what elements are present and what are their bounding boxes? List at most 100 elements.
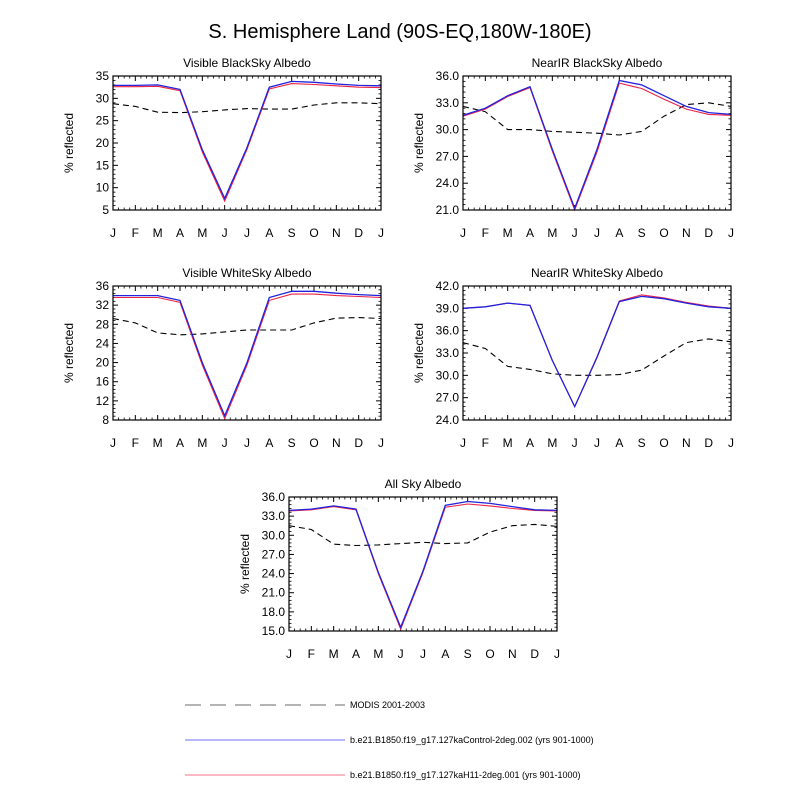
y-tick-label: 39.0 — [436, 301, 460, 315]
x-tick-label: D — [354, 226, 363, 240]
x-tick-label: A — [526, 436, 534, 450]
y-tick-label: 21.0 — [262, 586, 286, 600]
x-tick-label: N — [682, 226, 691, 240]
y-tick-label: 33.0 — [436, 96, 460, 110]
y-tick-label: 20 — [96, 356, 110, 370]
y-axis-label: % reflected — [62, 113, 76, 173]
x-tick-label: J — [420, 647, 426, 661]
y-tick-label: 16 — [96, 375, 110, 389]
x-tick-label: O — [309, 436, 318, 450]
series-line-h11 — [113, 83, 382, 203]
x-tick-label: A — [176, 436, 184, 450]
legend-label: MODIS 2001-2003 — [350, 700, 425, 710]
y-tick-label: 27.0 — [436, 391, 460, 405]
x-tick-label: N — [508, 647, 517, 661]
x-tick-label: F — [132, 436, 139, 450]
y-tick-label: 10 — [96, 181, 110, 195]
y-tick-label: 27.0 — [436, 149, 460, 163]
x-tick-label: J — [244, 226, 250, 240]
x-tick-label: M — [153, 226, 163, 240]
x-tick-label: M — [547, 436, 557, 450]
y-tick-label: 42.0 — [436, 279, 460, 293]
x-tick-label: S — [638, 436, 646, 450]
y-tick-label: 12 — [96, 394, 110, 408]
x-tick-label: J — [222, 436, 228, 450]
y-tick-label: 24.0 — [262, 567, 286, 581]
panel-title: Visible BlackSky Albedo — [183, 56, 311, 70]
y-tick-label: 21.0 — [436, 203, 460, 217]
legend-label: b.e21.B1850.f19_g17.127kaControl-2deg.00… — [350, 735, 594, 745]
x-tick-label: J — [728, 436, 734, 450]
x-tick-label: M — [547, 226, 557, 240]
chart-panel: All Sky Albedo % reflected 15.0 18.0 21.0 24.… — [238, 477, 560, 661]
series-line-h11 — [113, 293, 382, 421]
x-tick-label: S — [464, 647, 472, 661]
y-tick-label: 28 — [96, 317, 110, 331]
y-tick-label: 33.0 — [436, 346, 460, 360]
x-tick-label: M — [503, 436, 513, 450]
x-tick-label: S — [638, 226, 646, 240]
y-tick-label: 15.0 — [262, 624, 286, 638]
y-tick-label: 24.0 — [436, 413, 460, 427]
y-tick-label: 36.0 — [262, 490, 286, 504]
x-tick-label: J — [554, 647, 560, 661]
x-tick-label: A — [352, 647, 360, 661]
y-tick-label: 30 — [96, 91, 110, 105]
series-line-modis — [462, 338, 732, 376]
x-tick-label: M — [153, 436, 163, 450]
chart-panels: Visible BlackSky Albedo % reflected 5 10 15 2… — [62, 56, 734, 661]
x-tick-label: J — [572, 436, 578, 450]
x-tick-label: J — [244, 436, 250, 450]
x-tick-label: J — [594, 226, 600, 240]
y-tick-label: 18.0 — [262, 605, 286, 619]
panel-title: NearIR BlackSky Albedo — [532, 56, 663, 70]
y-tick-label: 27.0 — [262, 547, 286, 561]
y-tick-label: 36.0 — [436, 69, 460, 83]
legend-label: b.e21.B1850.f19_g17.127kaH11-2deg.001 (y… — [350, 770, 581, 780]
x-tick-label: A — [441, 647, 449, 661]
chart-panel: NearIR WhiteSky Albedo % reflected 24.0 27.… — [412, 266, 734, 450]
x-tick-label: J — [460, 436, 466, 450]
x-tick-label: J — [286, 647, 292, 661]
x-tick-label: F — [482, 436, 489, 450]
x-tick-label: J — [222, 226, 228, 240]
x-tick-label: M — [329, 647, 339, 661]
x-tick-label: M — [197, 436, 207, 450]
panel-title: NearIR WhiteSky Albedo — [531, 266, 663, 280]
legend-item: MODIS 2001-2003 — [185, 700, 425, 710]
series-line-modis — [462, 102, 732, 136]
x-tick-label: F — [132, 226, 139, 240]
x-tick-label: M — [197, 226, 207, 240]
plot-frame — [288, 496, 558, 632]
plot-frame — [112, 75, 382, 211]
x-tick-label: N — [332, 436, 341, 450]
y-axis-label: % reflected — [62, 323, 76, 383]
x-tick-label: J — [398, 647, 404, 661]
y-axis-label: % reflected — [412, 323, 426, 383]
x-tick-label: A — [526, 226, 534, 240]
x-tick-label: D — [530, 647, 539, 661]
x-tick-label: N — [682, 436, 691, 450]
x-tick-label: O — [309, 226, 318, 240]
series-line-modis — [288, 523, 558, 547]
series-line-control — [113, 80, 382, 200]
series-line-modis — [112, 102, 382, 114]
x-tick-label: D — [704, 436, 713, 450]
legend-item: b.e21.B1850.f19_g17.127kaControl-2deg.00… — [185, 735, 594, 745]
y-tick-label: 20 — [96, 136, 110, 150]
y-tick-label: 15 — [96, 158, 110, 172]
x-tick-label: D — [354, 436, 363, 450]
series-line-control — [462, 79, 732, 211]
series-line-control — [462, 295, 732, 409]
y-tick-label: 30.0 — [436, 368, 460, 382]
x-tick-label: O — [659, 436, 668, 450]
x-tick-label: M — [503, 226, 513, 240]
legend: MODIS 2001-2003 b.e21.B1850.f19_g17.127ka… — [185, 700, 594, 780]
x-tick-label: D — [704, 226, 713, 240]
plot-frame — [462, 75, 732, 211]
x-tick-label: A — [176, 226, 184, 240]
x-tick-label: O — [485, 647, 494, 661]
figure-title: S. Hemisphere Land (90S-EQ,180W-180E) — [208, 21, 591, 43]
panel-title: Visible WhiteSky Albedo — [182, 266, 312, 280]
chart-panel: NearIR BlackSky Albedo % reflected 21.0 24.… — [412, 56, 734, 240]
